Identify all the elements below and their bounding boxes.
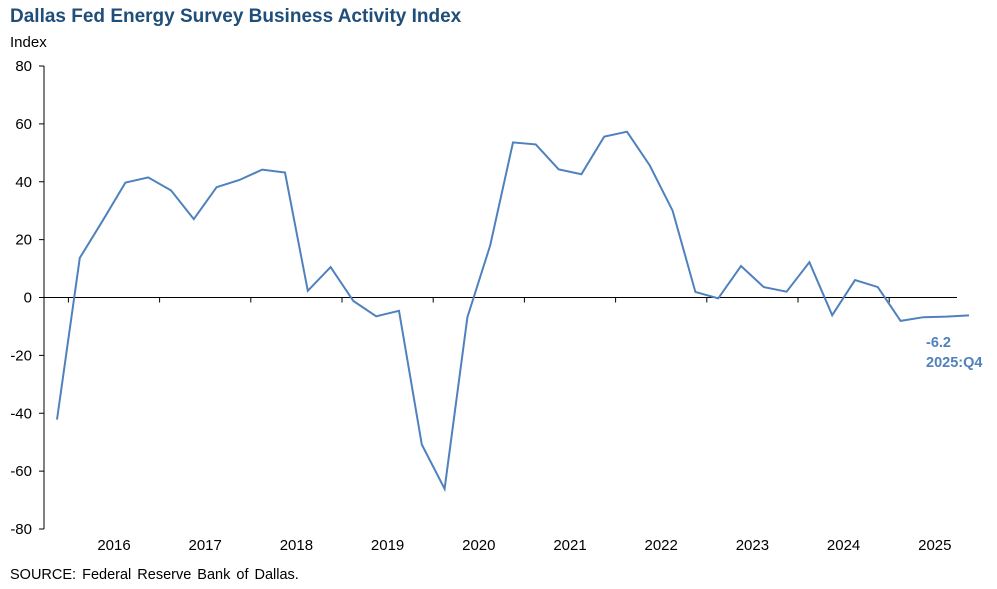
last-period-label: 2025:Q4 [926, 355, 982, 371]
x-tick-label: 2019 [371, 537, 404, 554]
y-axis: 80 60 40 20 0 -20 -40 -60 -80 [10, 58, 45, 538]
x-tick-label: 2018 [280, 537, 313, 554]
series-line [56, 130, 970, 493]
x-tick-label: 2017 [189, 537, 222, 554]
x-tick-label: 2024 [827, 537, 860, 554]
x-axis: 2016 2017 2018 2019 2020 2021 2022 2023 2024 2025 [44, 297, 957, 554]
series-group [56, 130, 970, 493]
x-tick-label: 2020 [462, 537, 495, 554]
y-tick-label: 60 [15, 116, 32, 133]
source-note: SOURCE: Federal Reserve Bank of Dallas. [10, 567, 299, 583]
last-value-label: -6.2 [926, 335, 951, 351]
y-tick-label: 0 [24, 290, 32, 307]
annotation-group: -6.2 2025:Q4 [926, 335, 982, 371]
y-axis-label: Index [10, 34, 47, 51]
x-tick-label: 2022 [645, 537, 678, 554]
y-tick-label: 20 [15, 232, 32, 249]
x-tick-label: 2016 [97, 537, 130, 554]
x-tick-label: 2021 [553, 537, 586, 554]
x-tick-label: 2023 [736, 537, 769, 554]
y-tick-label: 40 [15, 174, 32, 191]
y-tick-label: 80 [15, 58, 32, 75]
y-tick-label: -20 [10, 347, 32, 364]
y-tick-label: -60 [10, 463, 32, 480]
x-tick-label: 2025 [918, 537, 951, 554]
y-tick-label: -80 [10, 521, 32, 538]
y-tick-label: -40 [10, 405, 32, 422]
chart-title: Dallas Fed Energy Survey Business Activi… [10, 6, 462, 27]
